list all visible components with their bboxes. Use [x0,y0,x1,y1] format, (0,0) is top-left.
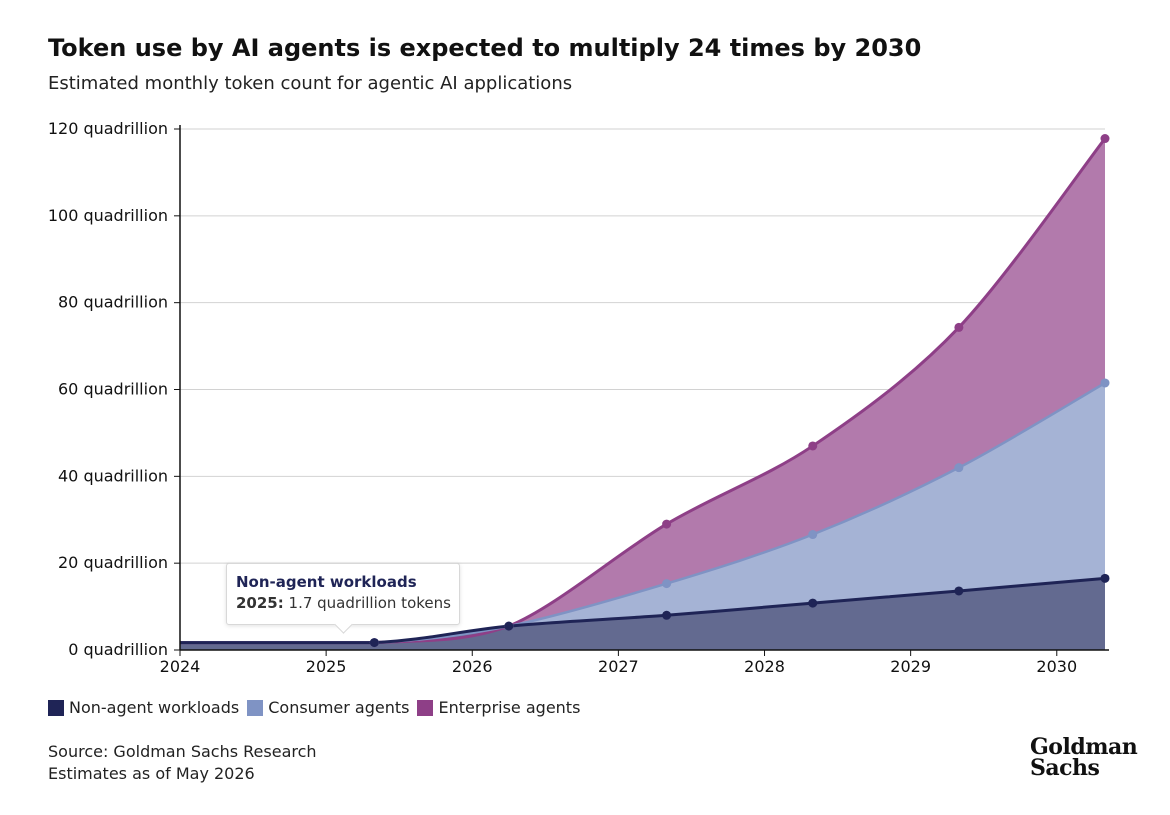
tooltip-year: 2025: [236,594,284,612]
point-non-agent [504,621,514,631]
y-tick-label: 120 quadrillion [48,119,168,138]
legend-item-non-agent[interactable]: Non-agent workloads [48,698,239,717]
x-tick-label: 2028 [744,657,785,676]
point-enterprise [954,322,964,332]
area-non-agent [180,578,1105,650]
logo-line-2: Sachs [1030,755,1100,781]
tooltip-series-name: Non-agent workloads [236,573,417,591]
legend-item-consumer[interactable]: Consumer agents [247,698,409,717]
x-tick-label: 2024 [160,657,201,676]
estimates-line: Estimates as of May 2026 [48,764,255,783]
point-non-agent [954,586,964,596]
y-tick-label: 60 quadrillion [58,380,168,399]
y-tick-label: 40 quadrillion [58,466,168,485]
chart-title: Token use by AI agents is expected to mu… [48,34,922,62]
area-consumer [180,382,1105,650]
series-points [369,134,1110,648]
areas [180,138,1105,650]
x-tick-label: 2030 [1036,657,1077,676]
point-non-agent [808,598,818,608]
stacked-area-chart: 0 quadrillion 20 quadrillion 40 quadrillio… [48,119,1110,676]
legend-item-enterprise[interactable]: Enterprise agents [417,698,580,717]
goldman-sachs-logo: Goldman Sachs [1030,734,1138,781]
legend: Non-agent workloads Consumer agents Ente… [48,698,588,717]
point-non-agent [369,638,379,648]
axes: 0 quadrillion 20 quadrillion 40 quadrillio… [48,119,1109,676]
x-tick-label: 2026 [452,657,493,676]
legend-label-enterprise: Enterprise agents [438,698,581,717]
tooltip-value: 1.7 quadrillion tokens [288,594,451,612]
tooltip-value-row: 2025: 1.7 quadrillion tokens [236,594,459,612]
legend-swatch-non-agent [48,699,64,716]
point-consumer [808,530,818,540]
chart-subtitle: Estimated monthly token count for agenti… [48,73,573,94]
point-non-agent [1100,573,1110,583]
y-tick-label: 80 quadrillion [58,293,168,312]
y-tick-label: 100 quadrillion [48,206,168,225]
x-tick-label: 2027 [598,657,639,676]
point-non-agent [662,610,672,620]
source-line: Source: Goldman Sachs Research [48,742,317,761]
y-tick-label: 20 quadrillion [58,553,168,572]
legend-label-non-agent: Non-agent workloads [69,698,240,717]
legend-swatch-consumer [247,699,264,716]
point-consumer [1100,378,1110,388]
point-consumer [954,463,964,473]
x-tick-label: 2025 [306,657,347,676]
point-enterprise [808,441,818,451]
point-enterprise [662,519,672,529]
y-tick-label: 0 quadrillion [68,640,168,659]
point-enterprise [1100,134,1110,144]
x-tick-label: 2029 [890,657,931,676]
point-consumer [662,579,672,589]
legend-swatch-enterprise [417,699,434,716]
tooltip: Non-agent workloads 2025: 1.7 quadrillio… [226,563,460,634]
logo-line-1: Goldman [1030,734,1138,760]
legend-label-consumer: Consumer agents [268,698,410,717]
source-note: Source: Goldman Sachs Research Estimates… [48,741,317,785]
